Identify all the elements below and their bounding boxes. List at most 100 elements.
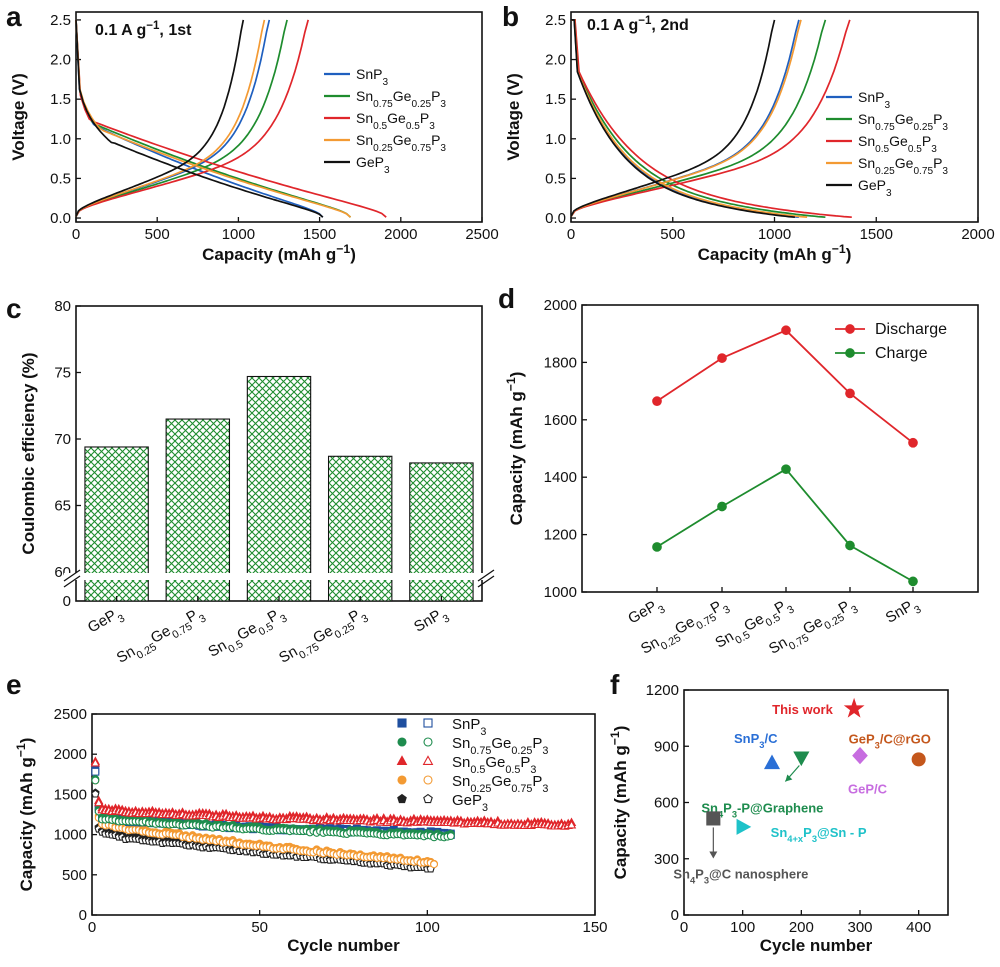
y-tick-label: 1000 bbox=[544, 584, 577, 601]
y-tick-label: 1800 bbox=[544, 354, 577, 371]
label-part: GeP bbox=[849, 731, 875, 746]
x-axis-title-e: Cycle number bbox=[287, 936, 400, 955]
y-axis-title-d: Capacity (mAh g−1) bbox=[504, 372, 526, 526]
x-tick-label: 200 bbox=[789, 919, 814, 936]
label-part: 0.5 bbox=[505, 764, 520, 776]
x-tick-label: 100 bbox=[730, 919, 755, 936]
label-part: 0.1 A g bbox=[95, 22, 146, 39]
label-part: Sn bbox=[858, 111, 875, 127]
arrowhead bbox=[785, 774, 793, 782]
charge-point bbox=[91, 776, 100, 785]
label-part: 3 bbox=[942, 166, 948, 177]
label-part: Sn bbox=[356, 132, 373, 148]
label-part: Sn bbox=[452, 735, 470, 752]
x-tick-label: 0 bbox=[88, 919, 96, 936]
label-part: Sn bbox=[205, 637, 229, 661]
label-part: SnP bbox=[411, 607, 444, 636]
label-part: , 2nd bbox=[651, 17, 688, 34]
data-point bbox=[908, 437, 918, 448]
label-part: P bbox=[532, 773, 542, 790]
data-point bbox=[845, 540, 855, 551]
label-part: SnP bbox=[356, 66, 382, 82]
label-part: 3 bbox=[278, 612, 289, 625]
plot-frame-b bbox=[570, 11, 979, 223]
legend-marker bbox=[845, 324, 855, 334]
x-tick-label: 100 bbox=[415, 919, 440, 936]
comparison-point bbox=[852, 746, 868, 765]
label-part: Sn bbox=[771, 825, 788, 840]
legend-label: Sn0.75Ge0.25P3 bbox=[452, 735, 548, 757]
label-part: 3 bbox=[359, 612, 370, 625]
x-tick-label: 150 bbox=[582, 919, 607, 936]
label-part: 3 bbox=[482, 802, 488, 814]
bar bbox=[165, 418, 231, 602]
label-part: 4+x bbox=[787, 834, 804, 844]
label-part: 3 bbox=[931, 144, 937, 155]
legend-label: GeP3 bbox=[452, 792, 488, 814]
label-part: 3 bbox=[886, 188, 892, 199]
y-tick-label: 600 bbox=[654, 795, 679, 812]
point-label: SnP3/C bbox=[734, 731, 778, 750]
label-part: Ge bbox=[387, 110, 406, 126]
label-part: Sn bbox=[356, 110, 373, 126]
label-part: GeP bbox=[85, 607, 119, 637]
legend-label: GeP3 bbox=[356, 154, 390, 176]
label-part: 0.5 bbox=[908, 144, 922, 155]
label-part: , 1st bbox=[159, 22, 192, 39]
data-point bbox=[717, 353, 727, 363]
label-part: 4 bbox=[718, 810, 724, 820]
label-part: 3 bbox=[440, 99, 446, 110]
data-point bbox=[781, 325, 791, 336]
label-part: 3 bbox=[116, 612, 127, 625]
label-part: Sn bbox=[452, 754, 470, 771]
y-tick-label: 0 bbox=[63, 593, 71, 610]
label-part: Ge bbox=[393, 132, 412, 148]
condition-label-a: 0.1 A g−1, 1st bbox=[95, 20, 192, 39]
label-part: Capacity (mAh g bbox=[202, 245, 336, 264]
x-tick-label: 1500 bbox=[303, 226, 336, 243]
label-part: -P@Graphene bbox=[737, 801, 823, 816]
x-tick-label: 2000 bbox=[961, 226, 994, 243]
legend-marker-filled bbox=[397, 775, 407, 785]
y-tick-label: 500 bbox=[62, 867, 87, 884]
label-part: SnP bbox=[858, 89, 884, 105]
label-part: 0.1 A g bbox=[587, 17, 638, 34]
panel-letter-b: b bbox=[502, 1, 519, 32]
charge-point bbox=[430, 860, 438, 869]
label-part: Sn bbox=[673, 866, 690, 881]
charge-point bbox=[94, 797, 104, 807]
label-part: GeP bbox=[356, 154, 384, 170]
y-axis-title-c: Coulombic efficiency (%) bbox=[19, 352, 38, 554]
label-part: 3 bbox=[542, 745, 548, 757]
discharge-curve bbox=[571, 19, 852, 219]
label-part: 0.25 bbox=[511, 745, 532, 757]
y-tick-label: 2.5 bbox=[545, 12, 566, 29]
label-part: /C bbox=[765, 731, 779, 746]
x-tick-label: 300 bbox=[847, 919, 872, 936]
label-part: ) bbox=[507, 372, 526, 378]
x-axis-title-b: Capacity (mAh g−1) bbox=[698, 242, 852, 264]
charge-curve bbox=[570, 19, 776, 217]
label-part: 3 bbox=[197, 612, 208, 625]
x-tick-label: 500 bbox=[145, 226, 170, 243]
label-part: P bbox=[695, 866, 704, 881]
data-point bbox=[908, 576, 918, 587]
legend-label: Sn0.25Ge0.75P3 bbox=[356, 132, 446, 154]
label-part: 4 bbox=[690, 875, 696, 885]
discharge-curve bbox=[571, 19, 795, 219]
label-part: GeP bbox=[625, 598, 659, 628]
legend-label: SnP3 bbox=[356, 66, 388, 88]
label-part: Sn bbox=[114, 643, 138, 667]
axis-break-mark bbox=[477, 575, 495, 588]
label-part: P bbox=[723, 801, 732, 816]
charge-curve bbox=[75, 19, 266, 217]
label-part: Capacity (mAh g bbox=[698, 245, 832, 264]
label-part: P bbox=[933, 155, 942, 171]
charge-point bbox=[446, 832, 455, 841]
label-part: 3 bbox=[812, 834, 817, 844]
label-part: ) bbox=[350, 245, 356, 264]
y-tick-label: 2500 bbox=[54, 706, 87, 723]
label-part: GeP bbox=[452, 792, 482, 809]
x-tick-label: SnP3 bbox=[411, 604, 452, 640]
x-tick-label: GeP3 bbox=[85, 604, 127, 641]
